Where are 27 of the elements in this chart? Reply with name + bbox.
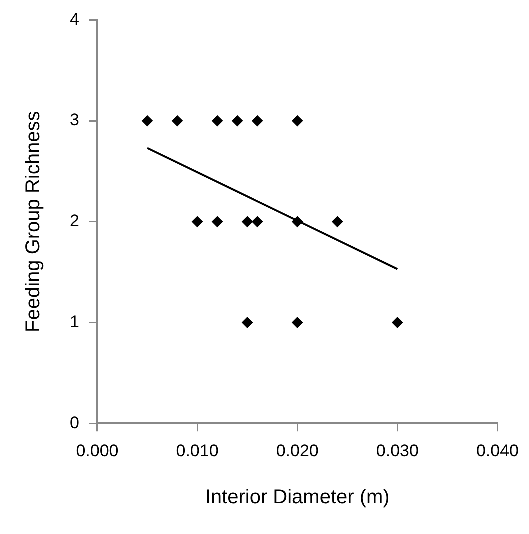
x-tick-label: 0.000: [76, 441, 119, 460]
point: [212, 216, 224, 228]
x-tick-label: 0.030: [376, 441, 419, 460]
point: [392, 317, 404, 328]
x-tick-label: 0.040: [476, 441, 520, 460]
point: [332, 216, 344, 228]
x-tick-label: 0.010: [176, 441, 219, 460]
point: [232, 116, 244, 127]
y-tick-label: 1: [70, 312, 80, 332]
point: [192, 216, 204, 228]
point: [212, 116, 224, 127]
point: [252, 216, 264, 228]
point: [142, 116, 153, 127]
point: [242, 317, 254, 328]
point: [252, 116, 264, 127]
y-axis-title: Feeding Group Richness: [22, 111, 45, 333]
point: [242, 216, 254, 228]
y-tick-label: 4: [70, 10, 80, 29]
x-axis-title: Interior Diameter (m): [205, 486, 390, 509]
point: [172, 116, 184, 127]
x-tick-label: 0.020: [276, 441, 319, 460]
point: [292, 317, 304, 328]
y-tick-label: 2: [70, 212, 80, 231]
point: [292, 216, 304, 228]
y-tick-label: 0: [70, 413, 80, 432]
y-tick-label: 3: [70, 110, 80, 130]
point: [292, 116, 304, 127]
